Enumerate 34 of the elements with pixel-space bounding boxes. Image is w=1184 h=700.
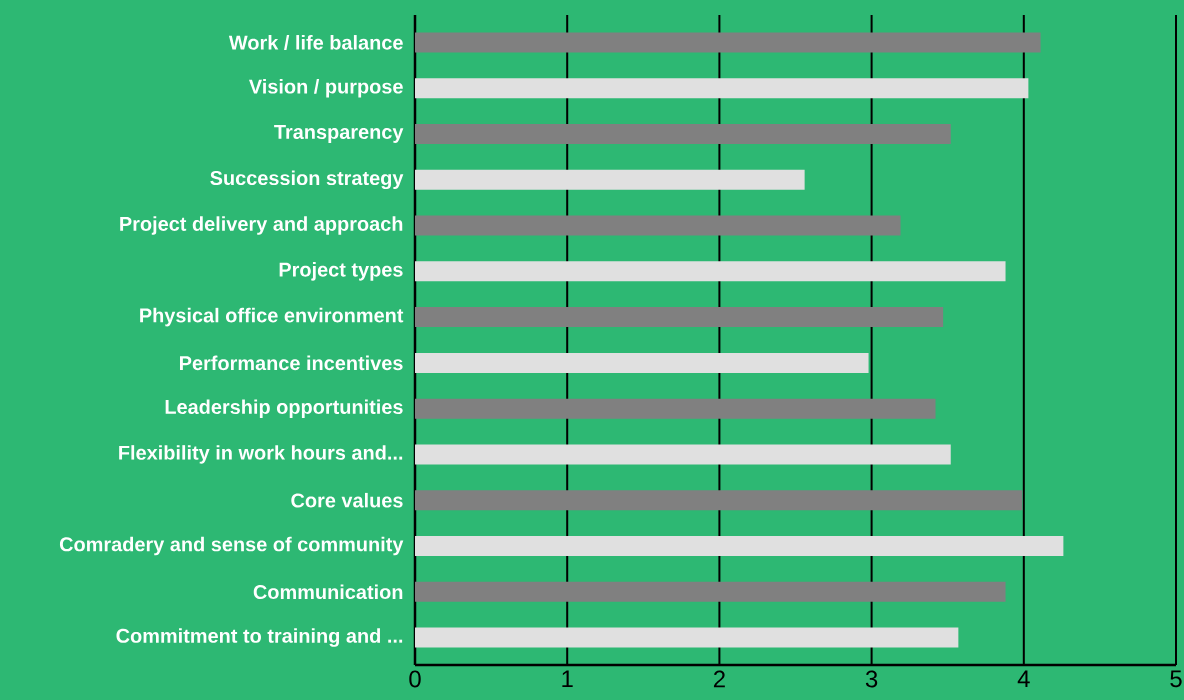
y-tick-label: Project types: [279, 262, 403, 281]
bar: [415, 169, 805, 190]
x-tick-label: 1: [562, 670, 573, 687]
y-tick-label: Physical office environment: [140, 307, 404, 327]
bar: [415, 124, 951, 145]
bar: [415, 581, 1006, 602]
x-tick-label: 4: [1017, 670, 1030, 687]
x-tick-label: 3: [865, 670, 878, 688]
bar: [415, 261, 1006, 282]
x-tick-label: 0: [409, 670, 421, 688]
y-tick-label: Comradery and sense of community: [59, 536, 404, 556]
y-tick-label: Transparency: [274, 125, 404, 143]
bar: [415, 32, 1041, 53]
y-tick-label: Performance incentives: [180, 355, 403, 371]
bar: [415, 627, 959, 648]
y-tick-label: Succession strategy: [210, 170, 404, 190]
y-tick-label: Commitment to training and ...: [116, 628, 403, 647]
x-tick-label: 5: [1170, 670, 1182, 688]
bar: [415, 535, 1064, 556]
y-tick-label: Leadership opportunities: [165, 399, 403, 418]
bar: [415, 444, 951, 465]
y-tick-label: Work / life balance: [228, 35, 403, 50]
y-tick-label: Flexibility in work hours and...: [119, 445, 403, 464]
x-tick-label: 2: [713, 670, 725, 688]
y-tick-label: Vision / purpose: [248, 78, 403, 98]
y-tick-label: Project delivery and approach: [120, 216, 403, 235]
bar: [415, 352, 869, 373]
y-tick-label: Core values: [291, 492, 403, 508]
bar: [415, 78, 1029, 99]
y-tick-label: Communication: [253, 584, 403, 600]
bar: [415, 215, 901, 236]
bar: [415, 307, 944, 328]
bar: [415, 490, 1023, 511]
bar: [415, 398, 936, 419]
